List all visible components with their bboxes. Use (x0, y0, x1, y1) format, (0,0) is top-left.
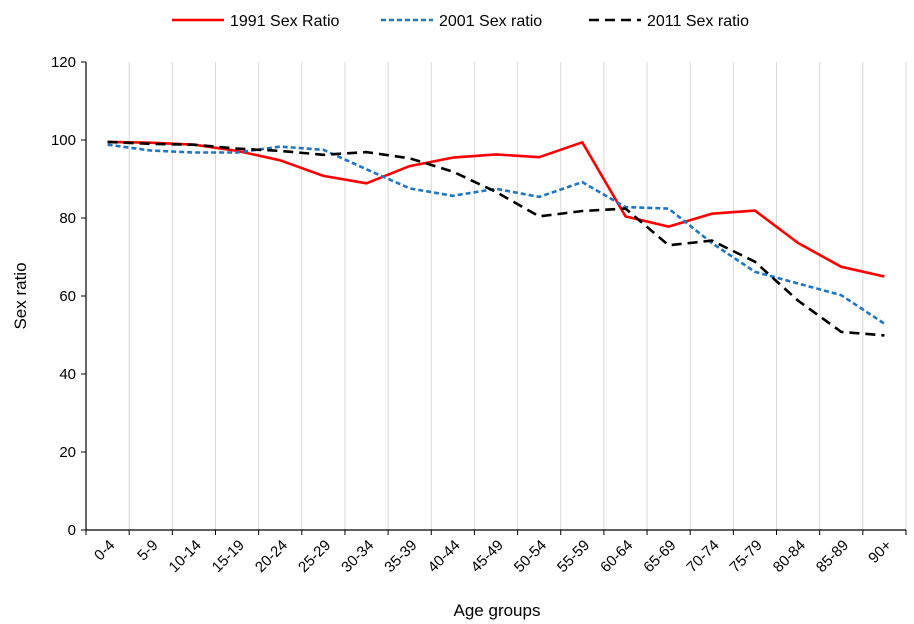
x-tick-label: 75-79 (727, 537, 766, 576)
x-tick-label: 35-39 (381, 537, 420, 576)
x-tick-label: 80-84 (770, 537, 809, 576)
x-tick-label: 65-69 (640, 537, 679, 576)
y-tick-label: 0 (68, 522, 76, 539)
x-tick-label: 5-9 (134, 537, 161, 564)
y-tick-label: 120 (51, 54, 76, 71)
x-tick-label: 50-54 (511, 537, 550, 576)
x-tick-label: 20-24 (252, 537, 291, 576)
legend-label: 1991 Sex Ratio (230, 13, 340, 30)
x-tick-label: 60-64 (597, 537, 636, 576)
axes (85, 62, 906, 531)
y-axis-title: Sex ratio (11, 262, 30, 329)
y-tick-label: 60 (59, 288, 76, 305)
legend: 1991 Sex Ratio 2001 Sex ratio 2011 Sex rat… (172, 13, 749, 30)
x-tick-label: 70-74 (683, 537, 722, 576)
x-tick-label: 85-89 (813, 537, 852, 576)
x-tick-label: 25-29 (295, 537, 334, 576)
x-tick-label: 55-59 (554, 537, 593, 576)
x-tick-label: 0-4 (91, 537, 118, 564)
y-tick-label: 80 (59, 210, 76, 227)
x-axis-title: Age groups (454, 601, 541, 620)
x-tick-label: 90+ (865, 537, 895, 567)
x-tick-label: 40-44 (425, 537, 464, 576)
y-tick-label: 20 (59, 444, 76, 461)
series-line-1 (107, 143, 886, 325)
legend-label: 2001 Sex ratio (439, 13, 542, 30)
series-lines (107, 140, 886, 337)
x-tick-label: 45-49 (468, 537, 507, 576)
x-tick-label: 10-14 (166, 537, 205, 576)
series-line-2 (107, 140, 885, 337)
legend-label: 2011 Sex ratio (647, 13, 749, 30)
y-tick-label: 100 (51, 132, 76, 149)
x-tick-label: 30-34 (338, 537, 377, 576)
y-tick-labels: 0 20 40 60 80 100 120 (51, 54, 86, 539)
x-tick-label: 15-19 (209, 537, 248, 576)
vertical-gridlines (128, 62, 907, 530)
series-line-0 (107, 140, 885, 278)
x-tick-labels: 0-4 5-9 10-14 15-19 20-24 25-29 30-34 35-39 40-4… (85, 530, 907, 576)
y-tick-label: 40 (59, 366, 76, 383)
